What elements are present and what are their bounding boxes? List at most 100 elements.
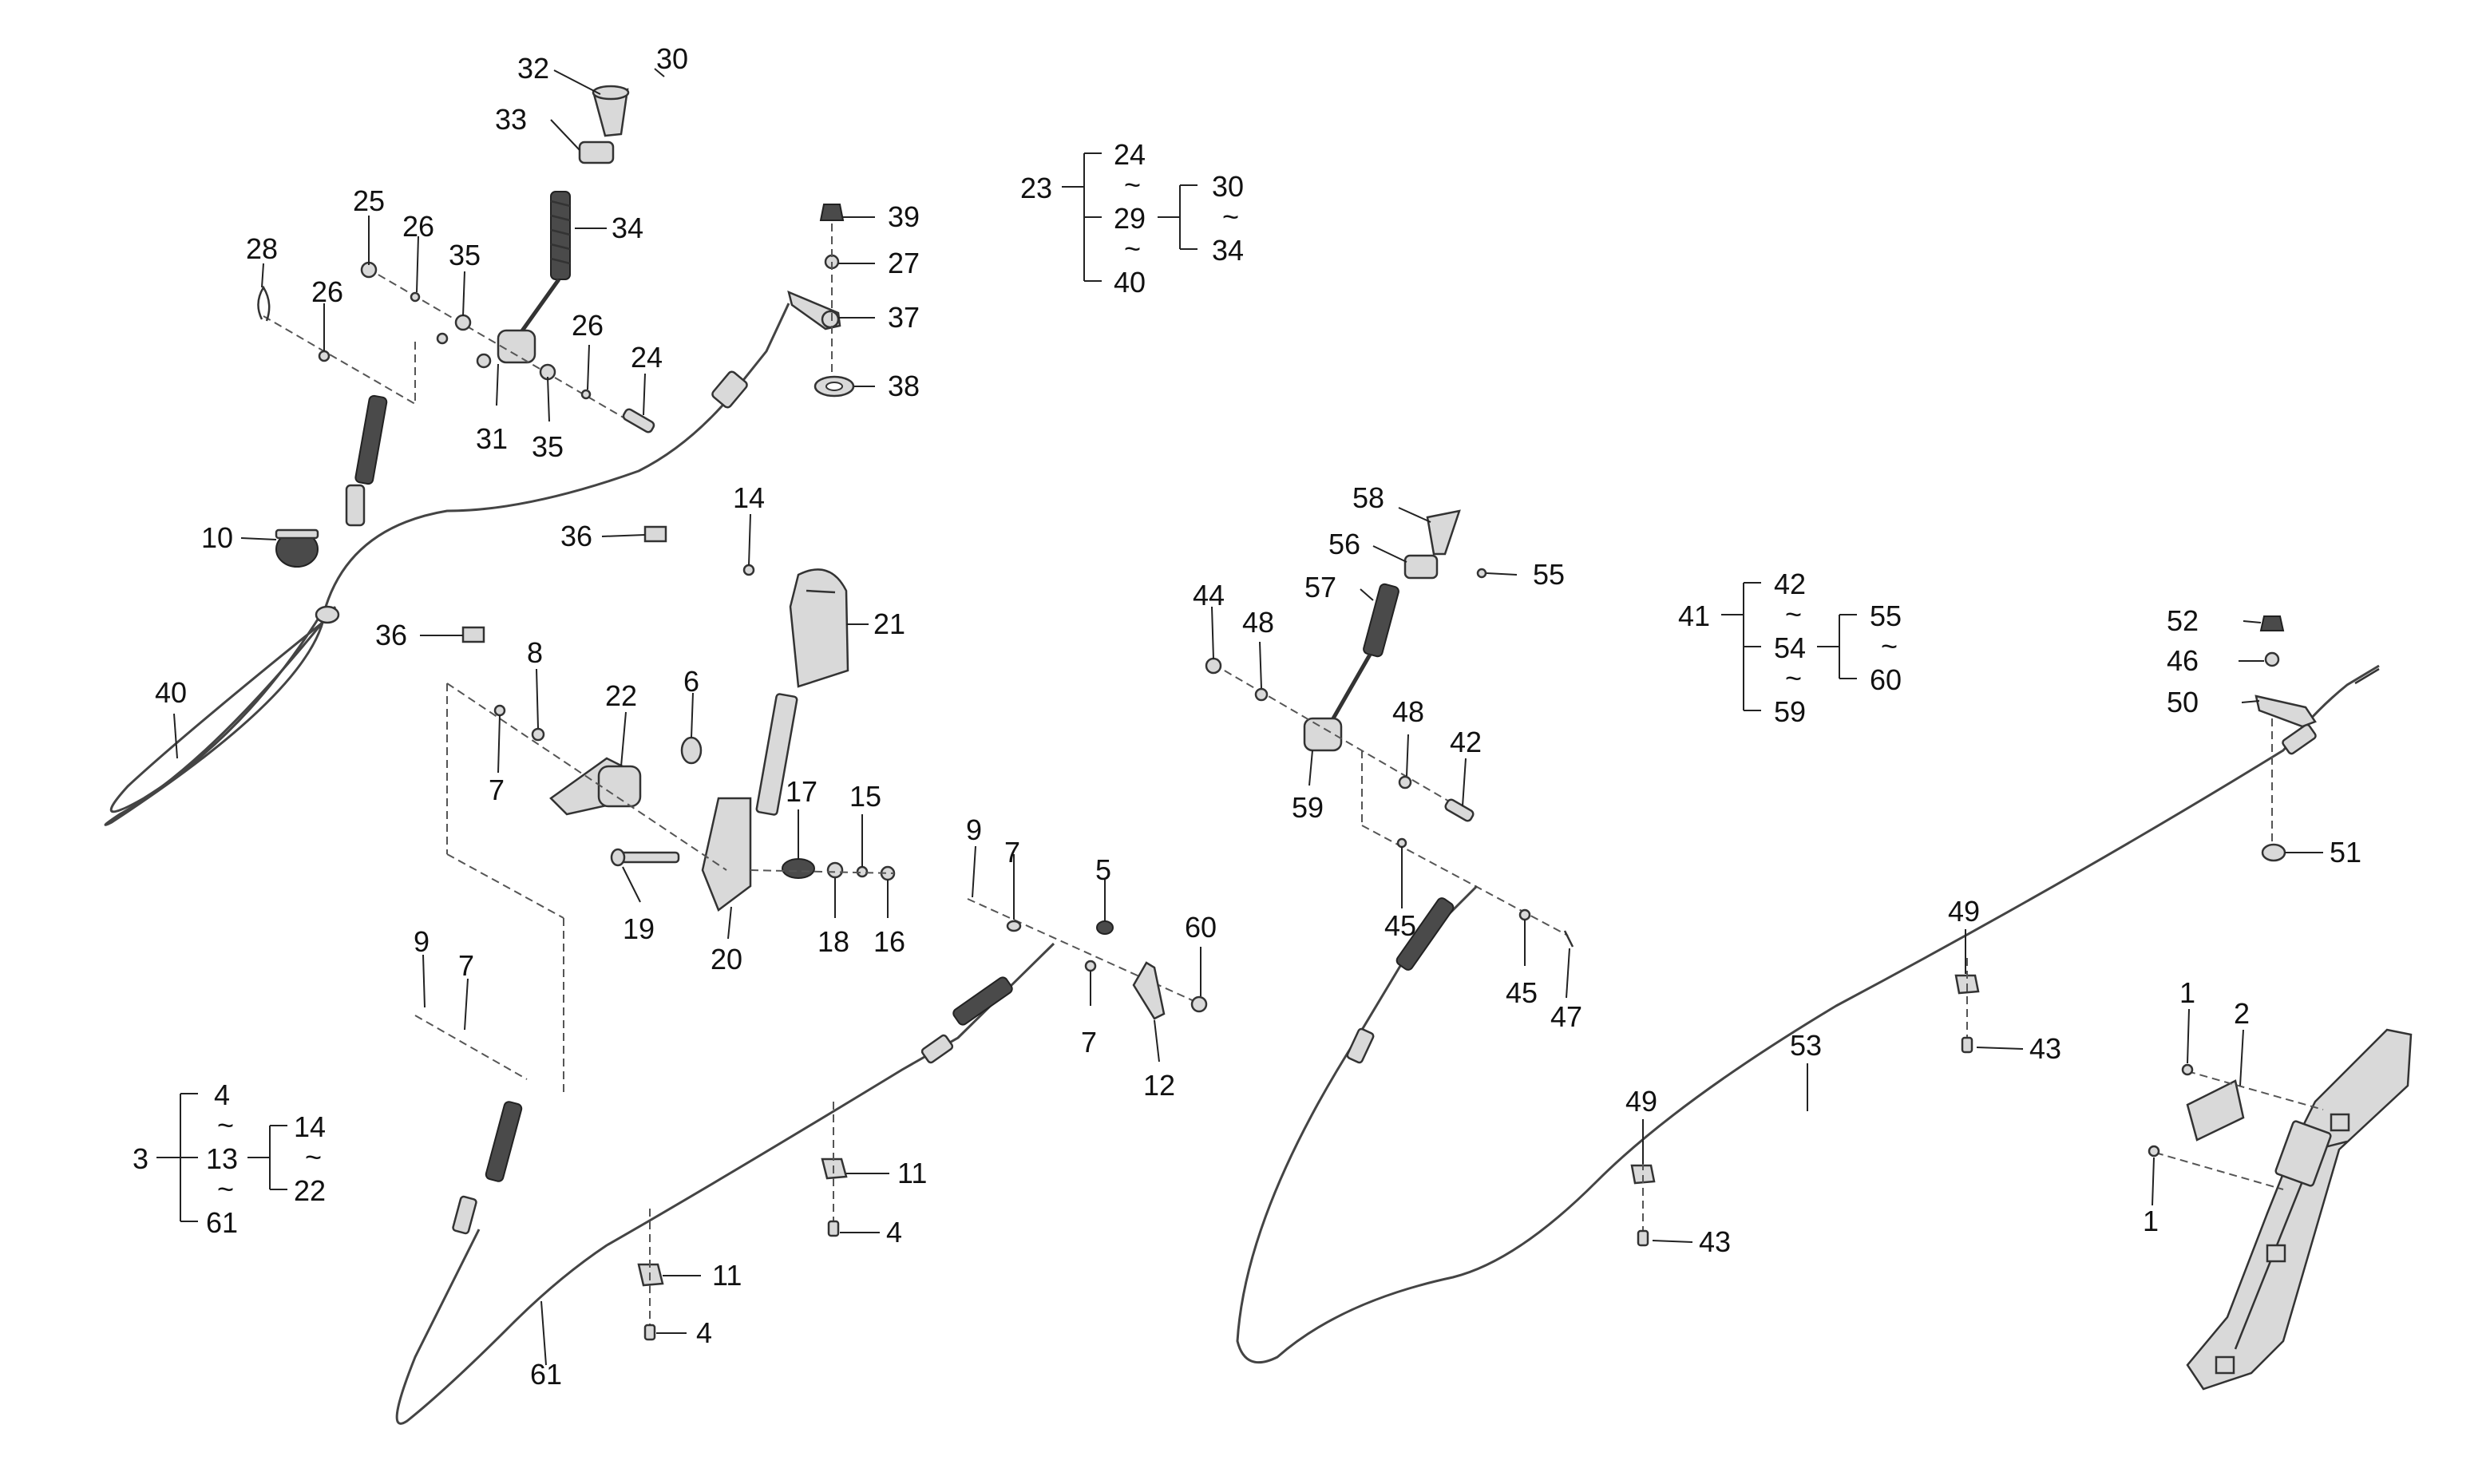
assembly-group-3: 3 4 ~ 13 ~ 61 14 ~ 22 [133, 1078, 326, 1239]
callout-44: 44 [1193, 579, 1225, 611]
callout-35-b: 35 [532, 430, 564, 463]
callout-31: 31 [476, 422, 508, 455]
callout-39: 39 [888, 200, 920, 233]
group-41-sub-end: 60 [1870, 663, 1902, 696]
callout-24: 24 [631, 341, 663, 374]
callout-61: 61 [530, 1358, 562, 1391]
assembly-group-23: 23 24 ~ 29 ~ 40 30 ~ 34 [1020, 138, 1244, 299]
group-23-parent: 23 [1020, 172, 1052, 204]
callout-34: 34 [612, 212, 643, 244]
group-23-sub-start: 30 [1212, 170, 1244, 203]
callout-56: 56 [1328, 528, 1360, 560]
group-41-range-start: 42 [1774, 568, 1806, 600]
callout-7-b: 7 [1004, 836, 1020, 869]
callout-labels: 32 30 33 34 25 26 35 28 26 26 24 31 35 3… [155, 42, 2361, 1391]
callout-5: 5 [1095, 853, 1111, 886]
group-3-parent: 3 [133, 1142, 148, 1175]
callout-25: 25 [353, 184, 385, 217]
callout-60: 60 [1185, 911, 1217, 944]
callout-28: 28 [246, 232, 278, 265]
callout-35-a: 35 [449, 239, 481, 271]
callout-55: 55 [1533, 558, 1565, 591]
callout-33: 33 [495, 103, 527, 136]
callout-48-a: 48 [1242, 606, 1274, 639]
callout-47: 47 [1550, 1000, 1582, 1033]
callout-49-b: 49 [1625, 1085, 1657, 1118]
callout-16: 16 [873, 925, 905, 958]
callout-20: 20 [711, 943, 742, 975]
group-3-sub-start: 14 [294, 1110, 326, 1143]
callout-27: 27 [888, 247, 920, 279]
cable-40 [104, 303, 790, 826]
clamp-10 [275, 528, 319, 568]
group-3-sub-end: 22 [294, 1174, 326, 1207]
group-3-range-start: 4 [214, 1078, 230, 1111]
callout-22: 22 [605, 679, 637, 712]
callout-57: 57 [1304, 571, 1336, 603]
group-41-parent: 41 [1678, 600, 1710, 632]
callout-4-a: 4 [886, 1216, 902, 1249]
clip-36-lower [461, 626, 485, 643]
group-41-range-end: 59 [1774, 695, 1806, 728]
clip-49-upper [1954, 958, 1980, 1054]
group-3-tilde-3: ~ [305, 1141, 322, 1173]
lever-assembly-middle [446, 564, 896, 1094]
callout-26-b: 26 [311, 275, 343, 308]
callout-15: 15 [849, 780, 881, 813]
callout-2: 2 [2234, 997, 2250, 1030]
group-41-sub-start: 55 [1870, 600, 1902, 632]
side-panel [2148, 1028, 2413, 1391]
callout-26-c: 26 [572, 309, 604, 342]
callout-9-a: 9 [966, 813, 982, 846]
callout-43-a: 43 [2029, 1032, 2061, 1065]
group-23-middle: 29 [1114, 202, 1146, 235]
cable-61 [395, 898, 1208, 1425]
callout-9-b: 9 [414, 925, 430, 958]
callout-32: 32 [517, 52, 549, 85]
callout-48-b: 48 [1392, 695, 1424, 728]
callout-1-a: 1 [2179, 976, 2195, 1009]
group-3-tilde-2: ~ [217, 1173, 234, 1205]
group-41-tilde-3: ~ [1881, 630, 1898, 663]
group-23-sub-end: 34 [1212, 234, 1244, 267]
callout-45-a: 45 [1384, 909, 1416, 942]
group-41-tilde-1: ~ [1785, 598, 1802, 631]
callout-1-b: 1 [2143, 1205, 2159, 1237]
callout-10: 10 [201, 521, 233, 554]
callout-11-a: 11 [897, 1157, 927, 1189]
callout-14: 14 [733, 481, 765, 514]
callout-58: 58 [1352, 481, 1384, 514]
callout-17: 17 [786, 775, 817, 808]
clip-49-lower [1630, 1150, 1656, 1247]
group-41-middle: 54 [1774, 631, 1806, 664]
leader-lines [173, 68, 2323, 1366]
lever-assembly-upper-left [257, 85, 655, 433]
group-41-tilde-2: ~ [1785, 662, 1802, 695]
callout-30: 30 [656, 42, 688, 75]
group-23-tilde-2: ~ [1124, 232, 1141, 265]
callout-37: 37 [888, 301, 920, 334]
clip-11-upper [821, 1102, 848, 1237]
callout-6: 6 [683, 665, 699, 698]
cable-53 [1236, 664, 2380, 1364]
callout-46: 46 [2167, 644, 2199, 677]
group-23-range-end: 40 [1114, 266, 1146, 299]
callout-59: 59 [1292, 791, 1324, 824]
callout-7-a: 7 [489, 774, 505, 806]
clip-11-lower [637, 1209, 664, 1341]
callout-12: 12 [1143, 1069, 1175, 1102]
clip-36-upper [643, 525, 667, 543]
group-23-tilde-3: ~ [1222, 200, 1239, 233]
group-3-tilde-1: ~ [217, 1109, 234, 1142]
assembly-group-41: 41 42 ~ 54 ~ 59 55 ~ 60 [1678, 568, 1902, 728]
callout-21: 21 [873, 607, 905, 640]
callout-36-b: 36 [375, 619, 407, 651]
callout-38: 38 [888, 370, 920, 402]
callout-36-a: 36 [560, 520, 592, 552]
callout-40: 40 [155, 676, 187, 709]
callout-18: 18 [817, 925, 849, 958]
lever-assembly-right [1205, 509, 1574, 948]
callout-53: 53 [1790, 1029, 1822, 1062]
callout-26-a: 26 [402, 210, 434, 243]
